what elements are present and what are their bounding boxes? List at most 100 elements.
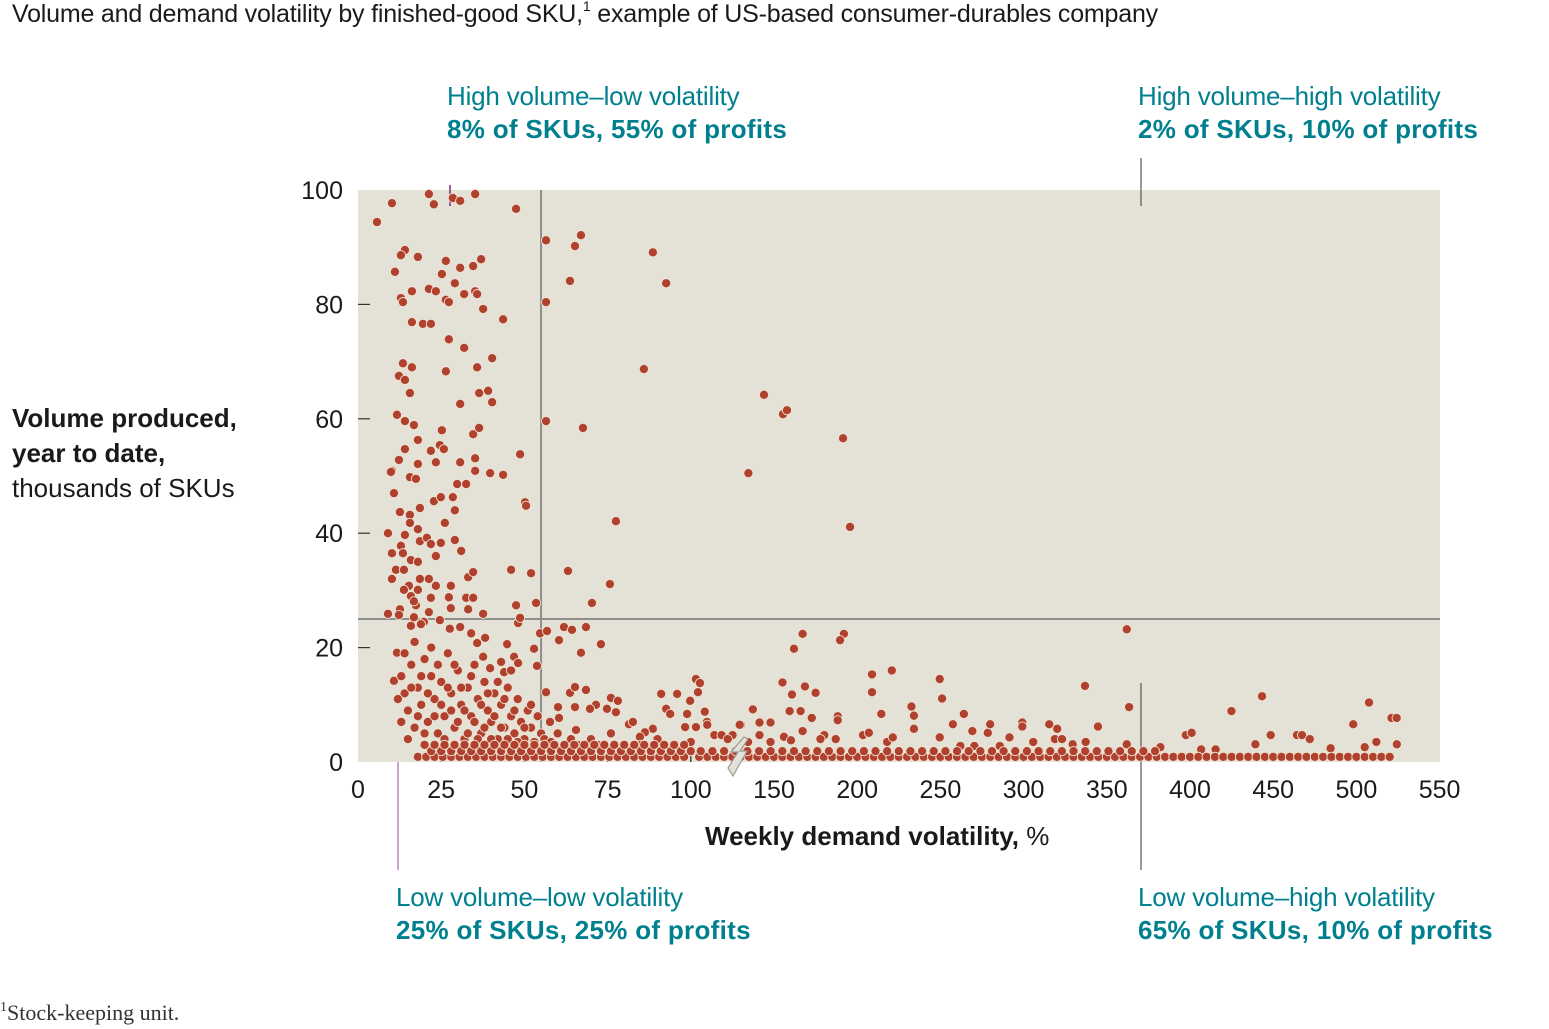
data-point bbox=[795, 706, 806, 717]
data-point bbox=[1359, 742, 1370, 753]
data-point bbox=[476, 254, 487, 265]
data-point bbox=[414, 502, 425, 514]
data-point bbox=[564, 275, 576, 286]
data-point bbox=[835, 746, 846, 757]
x-axis-label-unit: % bbox=[1019, 821, 1050, 851]
data-point bbox=[1091, 746, 1102, 757]
data-point bbox=[439, 739, 450, 750]
data-point bbox=[1138, 746, 1149, 757]
data-point bbox=[1068, 746, 1079, 757]
data-point bbox=[1343, 751, 1354, 762]
data-point bbox=[940, 746, 951, 757]
data-point bbox=[393, 609, 404, 621]
data-point bbox=[466, 628, 477, 639]
data-point bbox=[416, 699, 427, 710]
data-point bbox=[489, 739, 500, 750]
data-point bbox=[509, 705, 520, 716]
data-point bbox=[540, 416, 552, 427]
x-tick-label: 0 bbox=[351, 776, 365, 804]
data-point bbox=[386, 548, 397, 559]
data-point bbox=[656, 688, 667, 699]
data-point bbox=[661, 278, 672, 289]
data-point bbox=[412, 751, 423, 762]
data-point bbox=[396, 716, 407, 728]
data-point bbox=[382, 608, 394, 619]
data-point bbox=[434, 615, 445, 626]
x-tick-label: 500 bbox=[1336, 776, 1378, 804]
data-point bbox=[478, 651, 489, 662]
data-point bbox=[722, 734, 733, 745]
data-point bbox=[649, 739, 660, 750]
data-point bbox=[519, 722, 530, 733]
data-point bbox=[483, 385, 494, 396]
data-point bbox=[480, 632, 491, 643]
data-point bbox=[586, 597, 598, 609]
data-point bbox=[426, 642, 437, 653]
data-point bbox=[986, 746, 998, 757]
data-point bbox=[408, 612, 419, 623]
data-point bbox=[412, 584, 423, 595]
data-point bbox=[492, 676, 503, 687]
y-tick-label: 80 bbox=[315, 291, 343, 319]
data-point bbox=[386, 198, 397, 209]
footnote-marker: 1 bbox=[582, 0, 591, 14]
data-point bbox=[1268, 751, 1279, 762]
data-point bbox=[1004, 732, 1015, 743]
data-point bbox=[680, 722, 691, 733]
chart-title: Volume and demand volatility by finished… bbox=[12, 0, 1158, 29]
data-point bbox=[844, 521, 856, 532]
data-point bbox=[436, 269, 447, 280]
quadrant-low-volume-high-volatility: Low volume–high volatility 65% of SKUs, … bbox=[1138, 881, 1493, 947]
data-point bbox=[472, 289, 483, 300]
data-point bbox=[1265, 730, 1276, 741]
data-point bbox=[409, 636, 420, 647]
data-point bbox=[570, 724, 582, 736]
data-point bbox=[580, 684, 592, 695]
data-point bbox=[599, 739, 610, 750]
data-point bbox=[430, 286, 441, 297]
data-point bbox=[529, 643, 540, 654]
data-point bbox=[468, 592, 479, 603]
data-point bbox=[580, 621, 592, 633]
quadrant-high-volume-low-volatility: High volume–low volatility 8% of SKUs, 5… bbox=[447, 80, 787, 146]
data-point bbox=[1176, 751, 1187, 762]
data-point bbox=[432, 659, 443, 670]
data-point bbox=[544, 716, 556, 728]
data-point bbox=[499, 694, 510, 705]
data-point bbox=[502, 682, 513, 693]
data-point bbox=[1384, 751, 1395, 762]
data-point bbox=[785, 735, 797, 746]
data-point bbox=[627, 716, 638, 728]
data-point bbox=[777, 677, 788, 688]
data-point bbox=[449, 505, 460, 516]
data-point bbox=[1276, 751, 1287, 762]
data-point bbox=[1234, 751, 1245, 762]
data-point bbox=[406, 286, 417, 297]
data-point bbox=[472, 362, 483, 373]
data-point bbox=[1251, 751, 1262, 762]
data-point bbox=[781, 405, 793, 416]
data-point bbox=[449, 659, 460, 670]
data-point bbox=[530, 597, 542, 609]
data-point bbox=[1168, 751, 1179, 762]
data-point bbox=[1052, 723, 1063, 734]
y-axis-label-line2: year to date, bbox=[12, 438, 166, 468]
data-point bbox=[1351, 751, 1362, 762]
data-point bbox=[601, 703, 612, 714]
data-point bbox=[1257, 691, 1268, 702]
data-point bbox=[388, 488, 399, 499]
data-point bbox=[435, 537, 446, 548]
data-point bbox=[416, 671, 427, 682]
data-point bbox=[397, 548, 408, 559]
data-point bbox=[429, 694, 440, 705]
data-point bbox=[485, 663, 496, 674]
data-point bbox=[1184, 751, 1196, 762]
data-point bbox=[906, 701, 917, 712]
data-point bbox=[758, 389, 770, 400]
data-point bbox=[391, 409, 402, 420]
data-point bbox=[1150, 746, 1161, 757]
data-point bbox=[526, 568, 537, 579]
data-point bbox=[838, 433, 849, 444]
data-point bbox=[398, 584, 409, 595]
data-point bbox=[429, 739, 440, 750]
